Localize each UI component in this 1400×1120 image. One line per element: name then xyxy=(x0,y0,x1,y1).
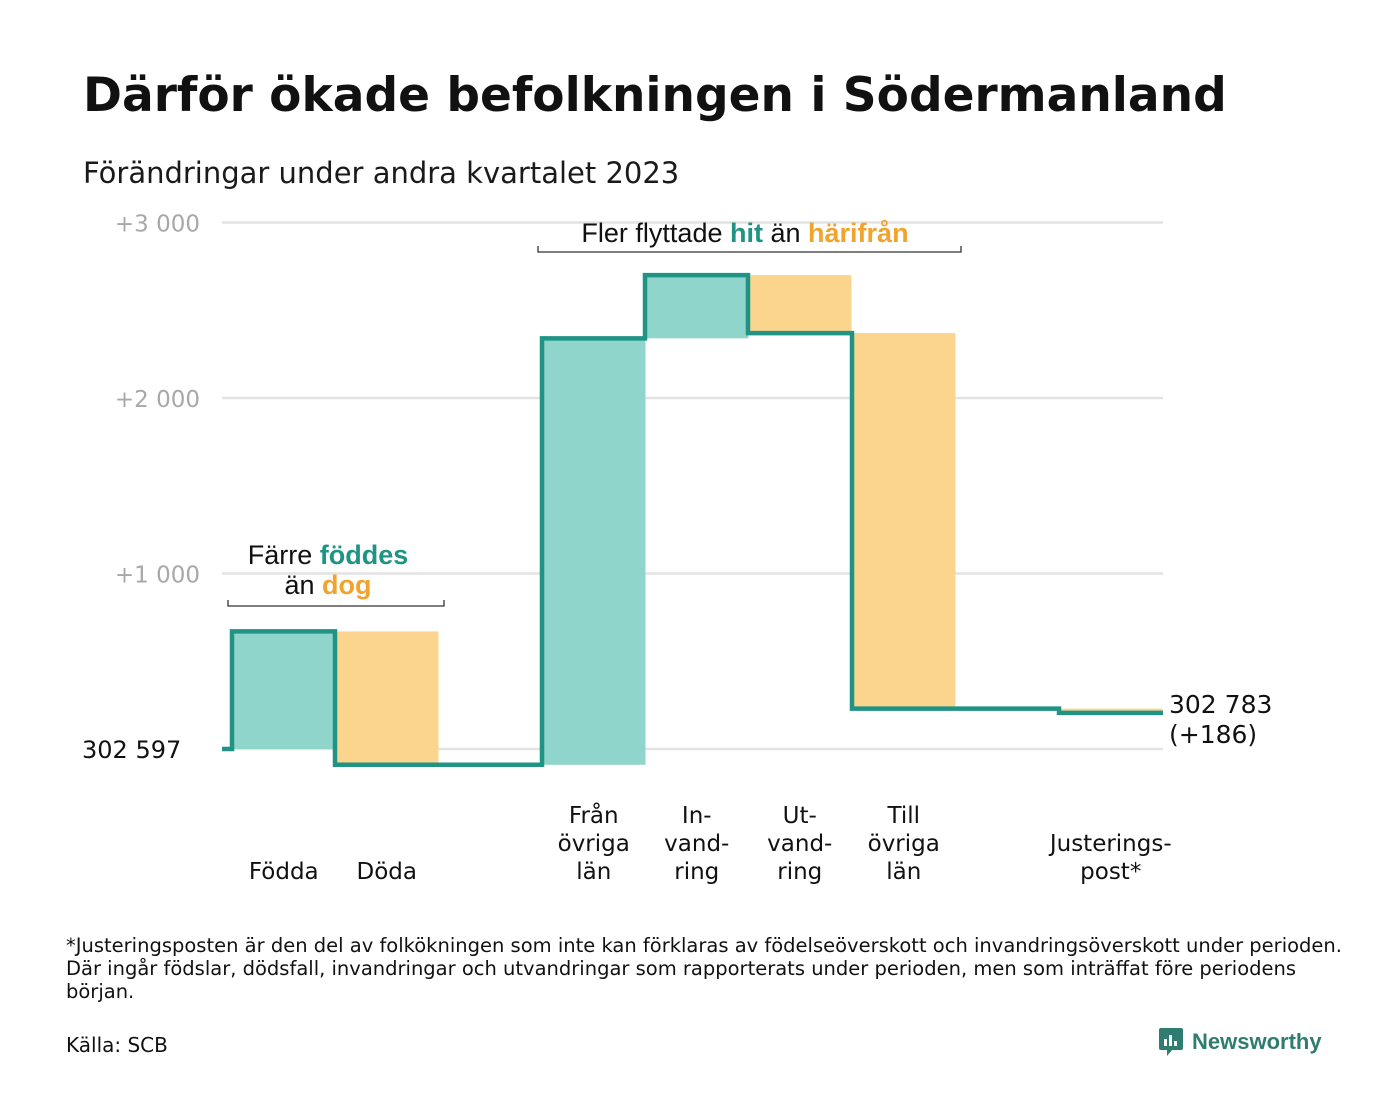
annotation-segment: Fler flyttade xyxy=(581,218,730,248)
bar-inflow xyxy=(645,275,749,339)
category-label: ring xyxy=(674,859,719,885)
end-value-label: (+186) xyxy=(1169,720,1257,749)
category-label: vand- xyxy=(664,831,729,857)
chart-subtitle: Förändringar under andra kvartalet 2023 xyxy=(83,156,680,190)
category-label: post* xyxy=(1080,859,1141,885)
annotation-segment: Färre xyxy=(248,540,320,570)
category-label: län xyxy=(576,859,611,885)
category-label: län xyxy=(886,859,921,885)
y-tick-label: +2 000 xyxy=(115,387,200,413)
annotation-segment: än xyxy=(763,218,808,248)
category-label: Döda xyxy=(357,859,417,885)
brand-logo: Newsworthy xyxy=(1158,1027,1322,1057)
bar-outflow xyxy=(335,631,439,765)
category-label: Ut- xyxy=(783,803,817,829)
category-label: Till xyxy=(886,803,920,829)
annotation-bracket xyxy=(537,246,962,253)
bar-inflow xyxy=(232,631,336,749)
end-value-label: 302 783 xyxy=(1169,690,1272,719)
source-note: Källa: SCB xyxy=(66,1033,168,1057)
chart-title: Därför ökade befolkningen i Södermanland xyxy=(83,68,1227,123)
category-label: ring xyxy=(777,859,822,885)
annotation-segment: än xyxy=(284,570,322,600)
category-label: In- xyxy=(682,803,712,829)
y-tick-label: +3 000 xyxy=(115,212,200,238)
category-label: vand- xyxy=(767,831,832,857)
annotation-text: Färre föddes xyxy=(248,540,409,570)
category-label: Födda xyxy=(249,859,319,885)
bar-inflow xyxy=(542,338,646,765)
annotation-text: Fler flyttade hit än härifrån xyxy=(581,218,908,248)
baseline-label: 302 597 xyxy=(82,736,181,764)
bar-outflow xyxy=(748,275,852,334)
category-label: Från xyxy=(569,801,619,829)
category-label: Justerings- xyxy=(1048,831,1172,857)
newsworthy-logo-icon xyxy=(1159,1028,1183,1056)
cumulative-line xyxy=(222,272,1163,768)
annotation-segment: härifrån xyxy=(808,218,909,248)
annotation-segment: dog xyxy=(322,570,371,600)
annotation-segment: föddes xyxy=(320,540,409,570)
bar-outflow xyxy=(852,333,956,709)
footnote: *Justeringsposten är den del av folkökni… xyxy=(66,934,1342,1003)
category-label: övriga xyxy=(868,831,940,857)
annotation-text: än dog xyxy=(284,570,371,600)
y-tick-label: +1 000 xyxy=(115,563,200,589)
annotation-bracket xyxy=(227,600,445,607)
brand-name: Newsworthy xyxy=(1192,1029,1322,1054)
category-label: övriga xyxy=(558,831,630,857)
annotation-segment: hit xyxy=(730,218,763,248)
